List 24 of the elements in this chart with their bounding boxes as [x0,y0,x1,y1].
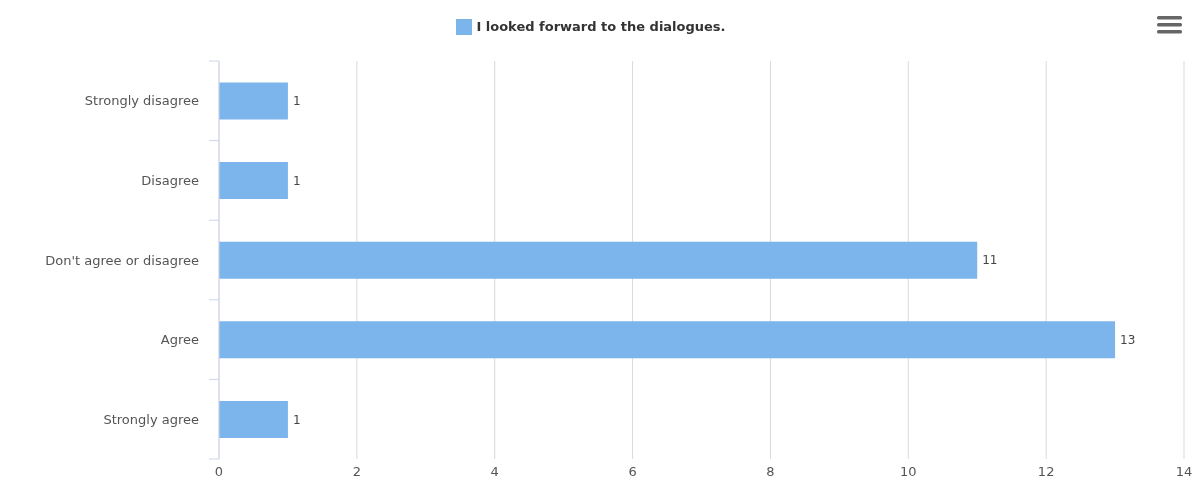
x-tick-label: 8 [766,464,775,480]
bar [219,241,978,279]
x-tick-label: 10 [900,464,917,480]
x-tick-label: 0 [214,464,224,480]
bar [219,82,288,120]
legend-label: I looked forward to the dialogues. [476,19,726,34]
x-tick-label: 12 [1037,464,1055,480]
data-label: 1 [292,412,301,427]
bar [219,321,1116,359]
bar [219,400,288,438]
data-label: 1 [292,173,301,188]
x-tick-label: 14 [1175,464,1193,480]
data-label: 1 [292,94,301,109]
y-tick-label: Strongly disagree [84,93,199,109]
data-label: 13 [1120,333,1136,348]
y-tick-label: Agree [160,332,199,348]
x-tick-label: 4 [490,464,499,480]
data-label: 11 [982,253,998,268]
bar [219,162,288,200]
y-tick-label: Don't agree or disagree [45,252,199,268]
y-tick-label: Disagree [141,172,199,188]
x-tick-label: 2 [352,464,361,480]
x-tick-label: 6 [628,464,637,480]
y-tick-label: Strongly agree [103,411,199,427]
